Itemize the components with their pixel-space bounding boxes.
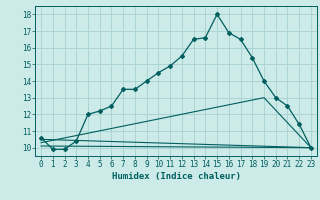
X-axis label: Humidex (Indice chaleur): Humidex (Indice chaleur) [111, 172, 241, 181]
